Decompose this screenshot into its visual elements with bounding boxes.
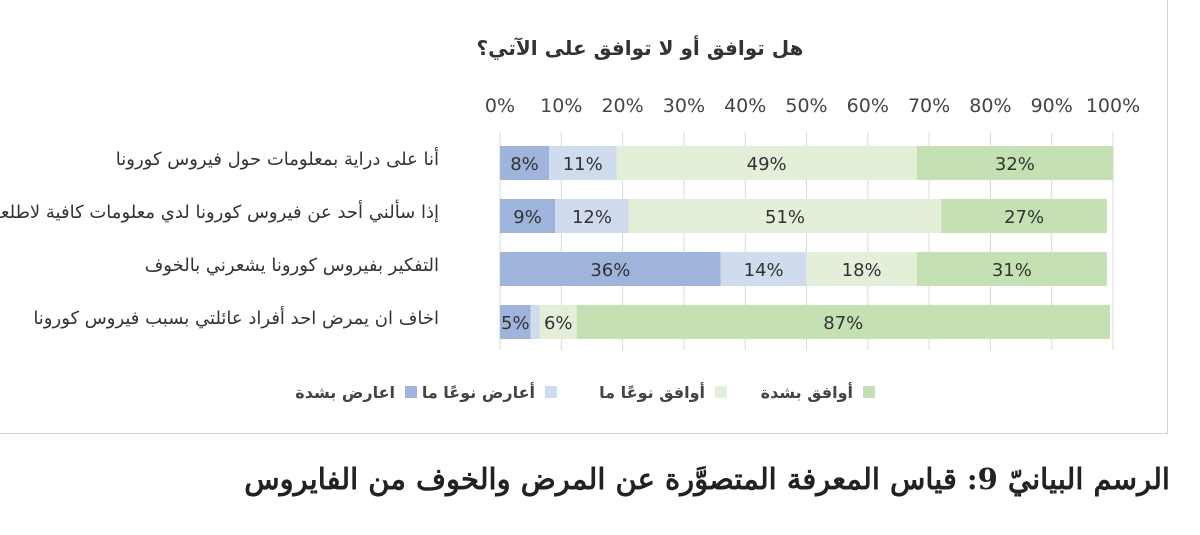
legend-label: أعارض نوعًا ما: [421, 382, 535, 402]
bar-segment: [576, 305, 1110, 339]
x-tick-label: 100%: [1086, 95, 1140, 117]
bar-segment: [500, 305, 531, 339]
legend-item-strongly-disagree: اعارض بشدة: [295, 380, 417, 404]
x-tick-label: 10%: [540, 95, 582, 117]
x-tick-label: 90%: [1031, 95, 1073, 117]
x-tick-label: 30%: [663, 95, 705, 117]
x-tick-label: 50%: [785, 95, 827, 117]
category-label-3: التفكير بفيروس كورونا يشعرني بالخوف: [144, 255, 439, 276]
bar-segment: [549, 146, 617, 180]
data-label: 27%: [1004, 207, 1044, 228]
legend-item-somewhat-disagree: أعارض نوعًا ما: [422, 380, 557, 404]
bar-segment: [916, 252, 1107, 286]
bar-segment: [539, 305, 577, 339]
legend-label: أوافق نوعًا ما: [599, 382, 705, 402]
x-tick-label: 40%: [724, 95, 766, 117]
bar-segment: [500, 252, 721, 286]
legend-item-strongly-agree: أوافق بشدة: [761, 380, 875, 404]
chart-frame: هل توافق أو لا توافق على الآتي؟ 0% 10% 20%…: [0, 0, 1168, 434]
legend-swatch: [715, 386, 727, 398]
bar-segment: [941, 199, 1107, 233]
x-tick-label: 20%: [601, 95, 643, 117]
data-label: 9%: [513, 207, 542, 228]
legend-swatch: [863, 386, 875, 398]
bar-segment: [500, 146, 550, 180]
data-label: 11%: [563, 154, 603, 175]
legend-label: اعارض بشدة: [295, 382, 395, 402]
bar-segment: [616, 146, 917, 180]
chart-title: هل توافق أو لا توافق على الآتي؟: [476, 36, 804, 60]
bar-segment: [530, 305, 540, 339]
category-label-4: اخاف ان يمرض احد أفراد عائلتي بسبب فيروس…: [33, 308, 439, 329]
data-label: 87%: [823, 313, 863, 334]
bar-segment: [916, 146, 1113, 180]
x-tick-label: 80%: [969, 95, 1011, 117]
bar-segment: [500, 199, 556, 233]
x-tick-label: 70%: [908, 95, 950, 117]
bar-segment: [806, 252, 917, 286]
bar-segment: [628, 199, 942, 233]
data-label: 12%: [572, 207, 612, 228]
data-label: 8%: [510, 154, 539, 175]
legend-swatch: [405, 386, 417, 398]
data-label: 36%: [590, 260, 630, 281]
data-label: 5%: [501, 313, 530, 334]
data-label: 49%: [747, 154, 787, 175]
x-tick-label: 60%: [847, 95, 889, 117]
bar-segment: [555, 199, 629, 233]
figure-caption: الرسم البيانيّ 9: قياس المعرفة المتصوَّر…: [244, 462, 1170, 496]
chart-plot: 0% 10% 20% 30% 40% 50% 60% 70% 80% 90% 100% 8% 11% 49…: [485, 95, 1140, 350]
legend-item-somewhat-agree: أوافق نوعًا ما: [599, 380, 727, 404]
data-label: 6%: [544, 313, 573, 334]
bar-segment: [720, 252, 807, 286]
data-label: 18%: [842, 260, 882, 281]
legend-swatch: [545, 386, 557, 398]
category-label-2: إذا سألني أحد عن فيروس كورونا لدي معلوما…: [0, 202, 439, 223]
data-label: 14%: [744, 260, 784, 281]
data-label: 32%: [995, 154, 1035, 175]
legend-label: أوافق بشدة: [760, 382, 853, 402]
data-label: 31%: [992, 260, 1032, 281]
data-label: 51%: [765, 207, 805, 228]
category-label-1: أنا على دراية بمعلومات حول فيروس كورونا: [115, 149, 439, 170]
x-tick-label: 0%: [485, 95, 515, 117]
